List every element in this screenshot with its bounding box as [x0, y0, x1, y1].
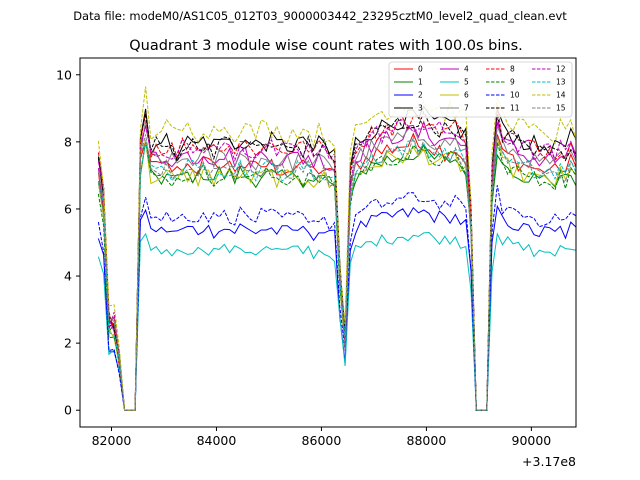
legend-label-1: 1: [418, 78, 423, 87]
legend-label-13: 13: [556, 78, 566, 87]
x-tick-label: 84000: [197, 433, 237, 448]
chart-suptitle: Data file: modeM0/AS1C05_012T03_90000034…: [73, 9, 567, 23]
plot-frame: [79, 57, 577, 428]
legend-label-5: 5: [464, 78, 469, 87]
legend-label-15: 15: [556, 104, 566, 113]
legend-label-8: 8: [510, 65, 515, 74]
y-tick-label: 4: [64, 269, 72, 284]
y-tick-label: 0: [64, 403, 72, 418]
x-tick-label: 90000: [512, 433, 552, 448]
x-offset-label: +3.17e8: [522, 454, 576, 469]
legend-label-11: 11: [510, 104, 520, 113]
series-line-13: [97, 139, 576, 411]
legend-frame: [388, 61, 573, 118]
legend-label-10: 10: [510, 91, 520, 100]
series-line-5: [97, 231, 576, 411]
series-line-8: [97, 105, 576, 411]
legend-label-6: 6: [464, 91, 469, 100]
y-tick-label: 8: [64, 134, 72, 149]
legend-label-14: 14: [556, 91, 566, 100]
series-line-10: [97, 185, 576, 411]
legend-label-7: 7: [464, 104, 469, 113]
chart-title: Quadrant 3 module wise count rates with …: [129, 38, 523, 54]
legend-label-0: 0: [418, 65, 423, 74]
series-line-9: [97, 141, 576, 411]
series-line-15: [97, 134, 576, 411]
legend-label-9: 9: [510, 78, 515, 87]
y-tick-label: 6: [64, 201, 72, 216]
y-tick-label: 2: [64, 336, 72, 351]
legend-label-3: 3: [418, 104, 423, 113]
legend-label-2: 2: [418, 91, 423, 100]
legend-label-12: 12: [556, 65, 566, 74]
x-tick-label: 86000: [302, 433, 342, 448]
series-layer: [97, 86, 576, 411]
y-tick-label: 10: [56, 67, 72, 82]
x-tick-label: 82000: [92, 433, 132, 448]
legend-label-4: 4: [464, 65, 469, 74]
x-tick-label: 88000: [407, 433, 447, 448]
